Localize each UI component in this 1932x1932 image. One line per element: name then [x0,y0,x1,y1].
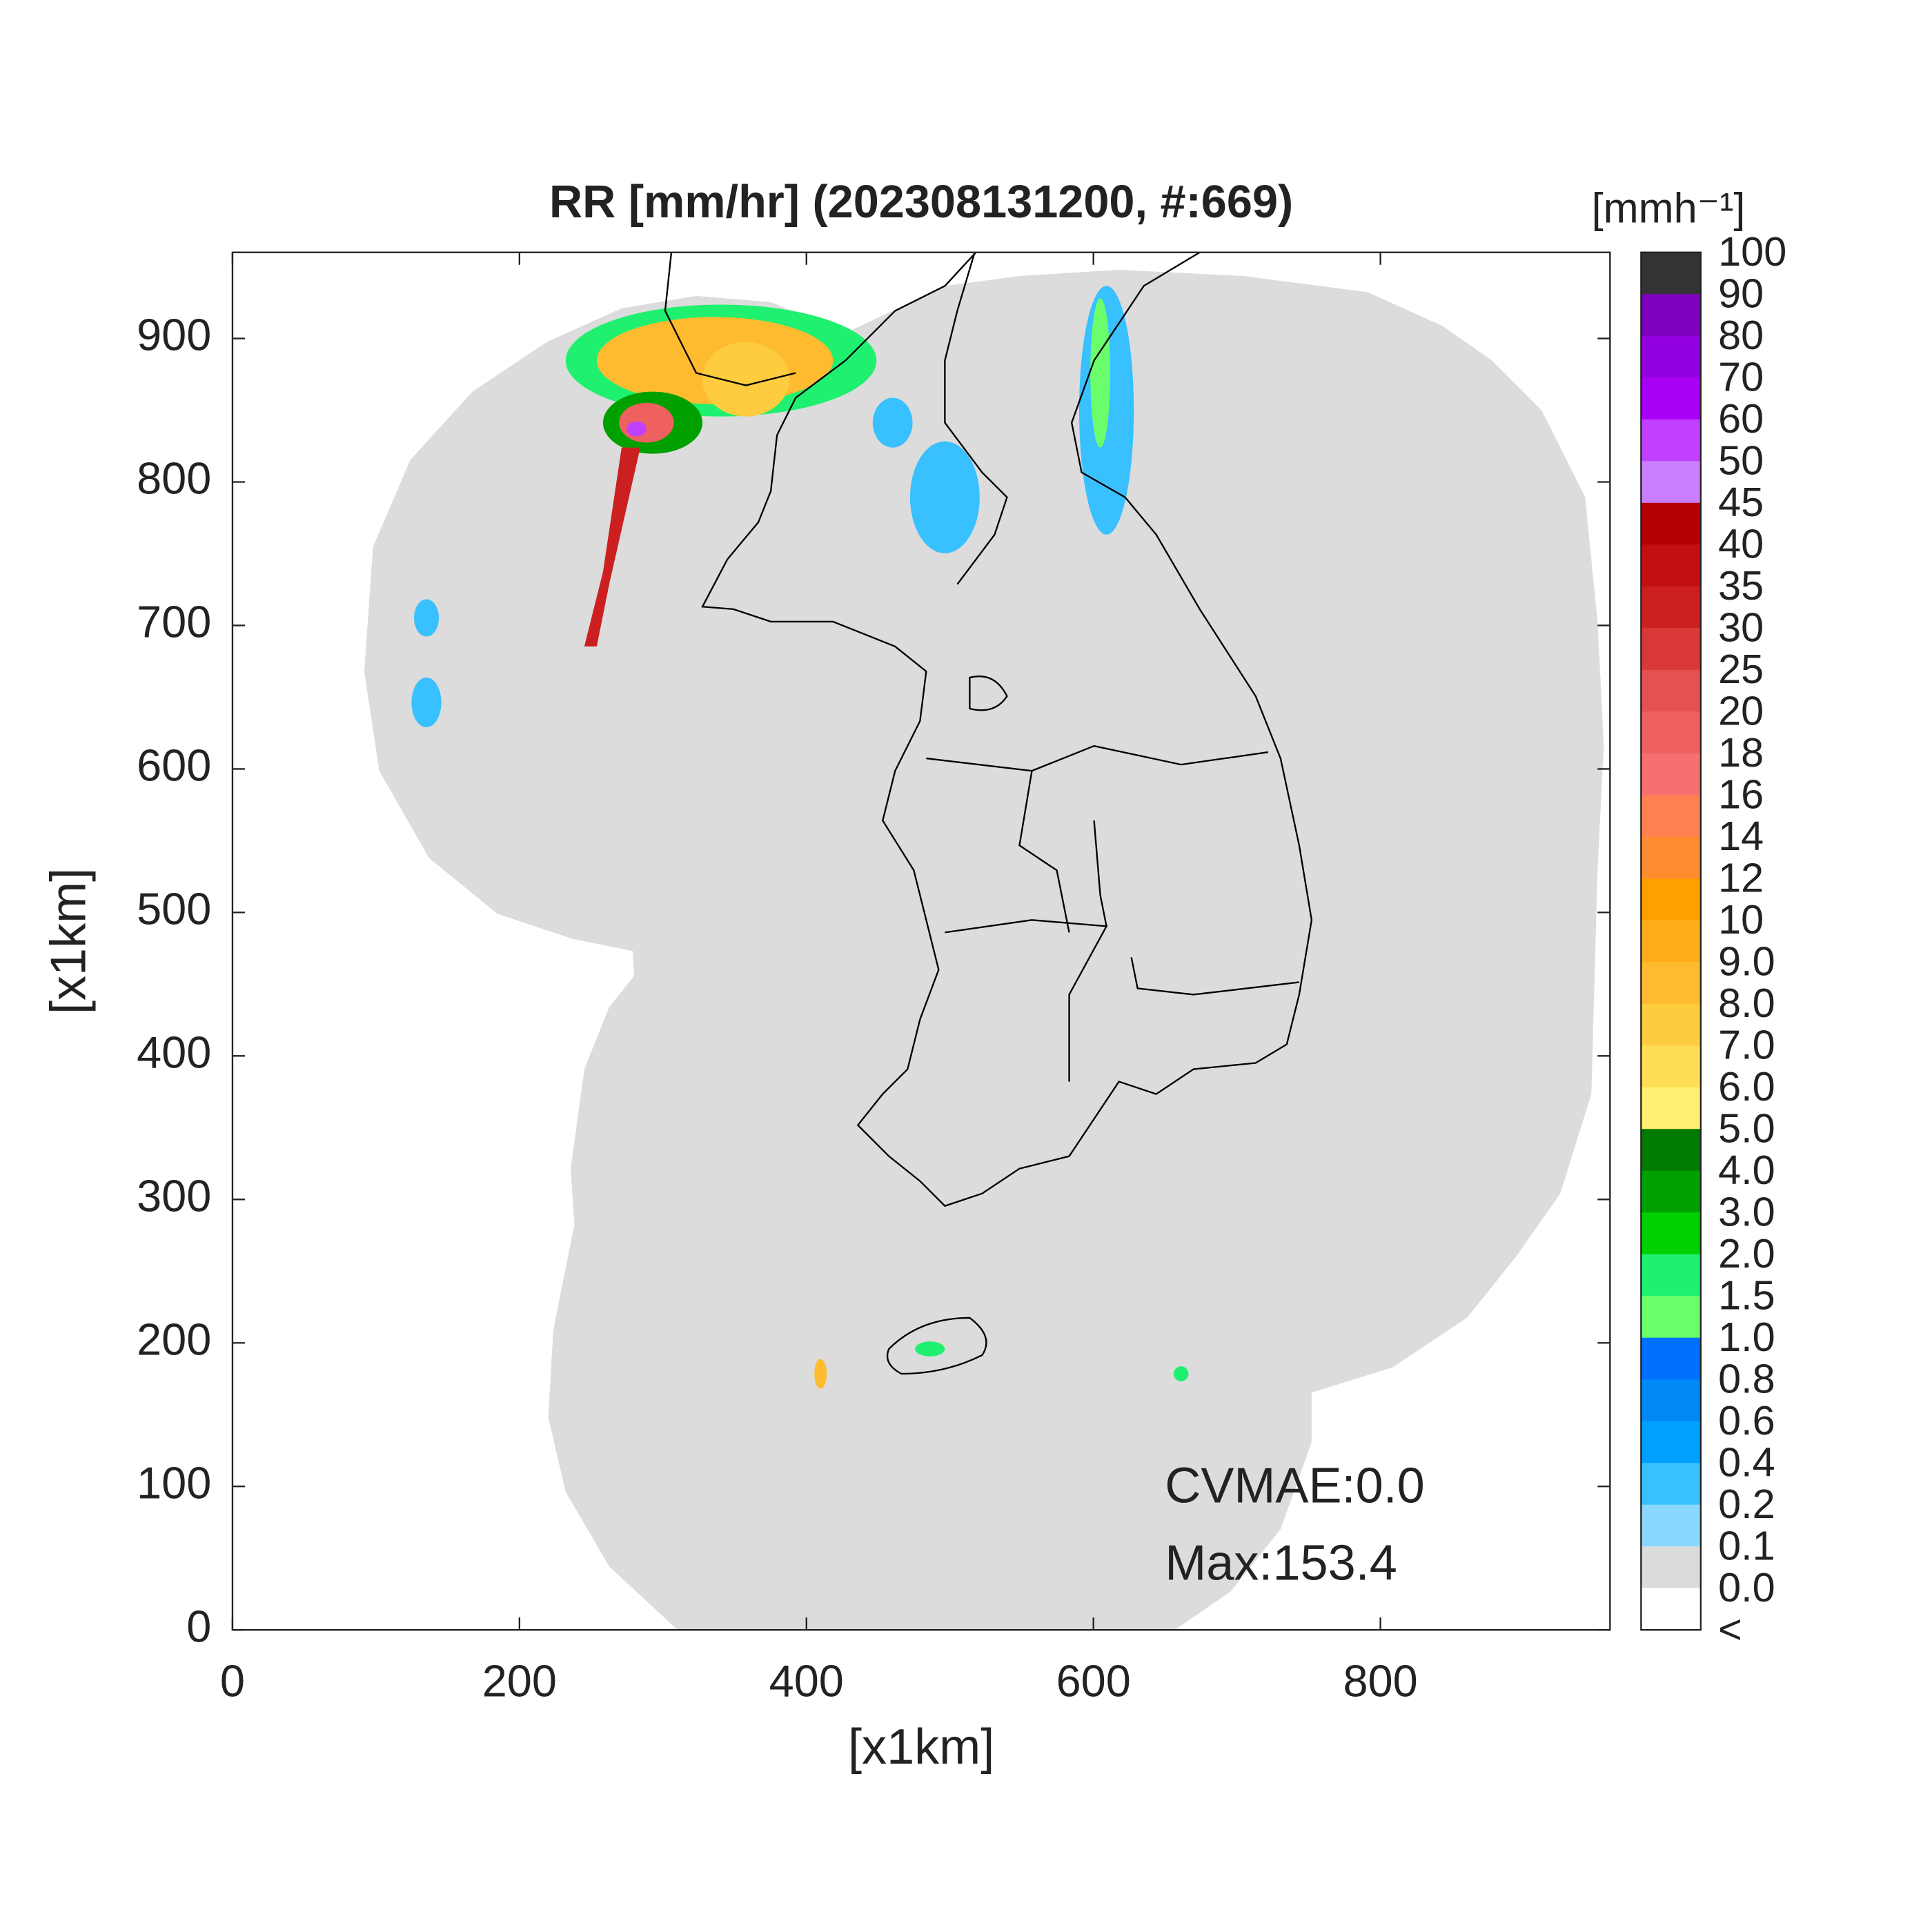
colorbar-swatch [1641,1254,1701,1297]
y-tick-label: 500 [137,884,211,934]
colorbar-label: 25 [1718,646,1764,692]
colorbar-label: 45 [1718,479,1764,525]
x-tick-label: 400 [769,1656,844,1706]
radar-coverage [364,269,1604,1630]
colorbar-title: [mmh⁻¹] [1592,184,1746,231]
colorbar-swatch [1641,962,1701,1005]
colorbar-label: 1.5 [1718,1272,1775,1318]
y-tick-label: 400 [137,1027,211,1077]
colorbar-label: 9.0 [1718,938,1775,985]
colorbar-swatch [1641,461,1701,504]
colorbar-swatch [1641,1421,1701,1463]
y-tick-label: 900 [137,310,211,360]
colorbar-swatch [1641,795,1701,838]
colorbar-label: 14 [1718,813,1764,859]
colorbar-swatch [1641,1170,1701,1213]
colorbar-swatch [1641,586,1701,629]
colorbar-label: 4.0 [1718,1147,1775,1193]
colorbar-label: 20 [1718,688,1764,734]
y-tick-label: 700 [137,597,211,647]
colorbar-label: 16 [1718,771,1764,818]
colorbar-label: 7.0 [1718,1022,1775,1068]
map-area [364,251,1604,1630]
colorbar-swatch [1641,1504,1701,1547]
colorbar-swatch [1641,753,1701,796]
colorbar-swatch [1641,294,1701,337]
y-tick-label: 800 [137,453,211,504]
colorbar-swatch [1641,502,1701,545]
colorbar-swatch [1641,544,1701,587]
colorbar-label: 3.0 [1718,1189,1775,1235]
colorbar-swatch [1641,878,1701,921]
colorbar-swatch [1641,1212,1701,1255]
colorbar-frame [1640,251,1702,1631]
colorbar-swatch [1641,1003,1701,1046]
colorbar-label: 70 [1718,354,1764,400]
colorbar-label: 8.0 [1718,980,1775,1026]
colorbar-label: 0.2 [1718,1481,1775,1527]
colorbar-label: 0.1 [1718,1522,1775,1568]
colorbar-label: 0.0 [1718,1564,1775,1610]
chart-title: RR [mm/hr] (202308131200, #:669) [549,177,1293,228]
colorbar-swatch [1641,252,1701,295]
colorbar-swatch [1641,1379,1701,1422]
colorbar-swatch [1641,1296,1701,1339]
colorbar-swatch [1641,377,1701,420]
coastline [664,251,1313,1375]
colorbar-swatch [1641,1588,1701,1630]
colorbar-swatch [1641,1463,1701,1506]
x-axis-label: [x1km] [848,1719,994,1775]
colorbar-swatch [1641,1045,1701,1088]
y-tick-label: 100 [137,1457,211,1508]
colorbar-label: 5.0 [1718,1105,1775,1152]
x-tick-label: 0 [220,1656,245,1706]
y-tick-label: 200 [137,1314,211,1364]
y-tick-label: 0 [186,1601,211,1651]
colorbar-label: 40 [1718,521,1764,567]
colorbar-label: 30 [1718,604,1764,651]
colorbar-swatch [1641,1337,1701,1380]
colorbar-swatch [1641,1129,1701,1172]
colorbar-label: 0.6 [1718,1397,1775,1443]
colorbar-label: 18 [1718,729,1764,776]
colorbar-label: 0.4 [1718,1439,1775,1485]
colorbar-swatch [1641,335,1701,378]
colorbar-label: 100 [1718,228,1786,275]
colorbar-swatch [1641,669,1701,712]
colorbar-swatch [1641,419,1701,462]
annotation: Max:153.4 [1165,1535,1397,1590]
colorbar-label: 6.0 [1718,1063,1775,1110]
colorbar-label: 10 [1718,896,1764,943]
colorbar-label: 90 [1718,270,1764,317]
y-axis-label: [x1km] [41,868,97,1014]
precipitation [411,286,1189,1389]
colorbar-label: 2.0 [1718,1230,1775,1276]
x-tick-label: 600 [1056,1656,1131,1706]
x-tick-label: 200 [482,1656,557,1706]
colorbar-swatch [1641,711,1701,754]
colorbar-swatch [1641,628,1701,671]
y-tick-label: 600 [137,740,211,791]
colorbar-label: < [1718,1606,1742,1652]
colorbar-label: 12 [1718,855,1764,901]
x-tick-label: 800 [1343,1656,1417,1706]
colorbar-label: 0.8 [1718,1355,1775,1401]
colorbar-label: 50 [1718,437,1764,484]
annotation: CVMAE:0.0 [1165,1459,1424,1514]
y-tick-label: 300 [137,1170,211,1221]
colorbar-label: 60 [1718,395,1764,442]
plot-frame [231,251,1611,1631]
colorbar-label: 35 [1718,562,1764,609]
colorbar-label: 1.0 [1718,1314,1775,1360]
colorbar-swatch [1641,836,1701,879]
colorbar-swatch [1641,920,1701,963]
colorbar-label: 80 [1718,312,1764,358]
colorbar-swatch [1641,1087,1701,1130]
colorbar-swatch [1641,1546,1701,1589]
